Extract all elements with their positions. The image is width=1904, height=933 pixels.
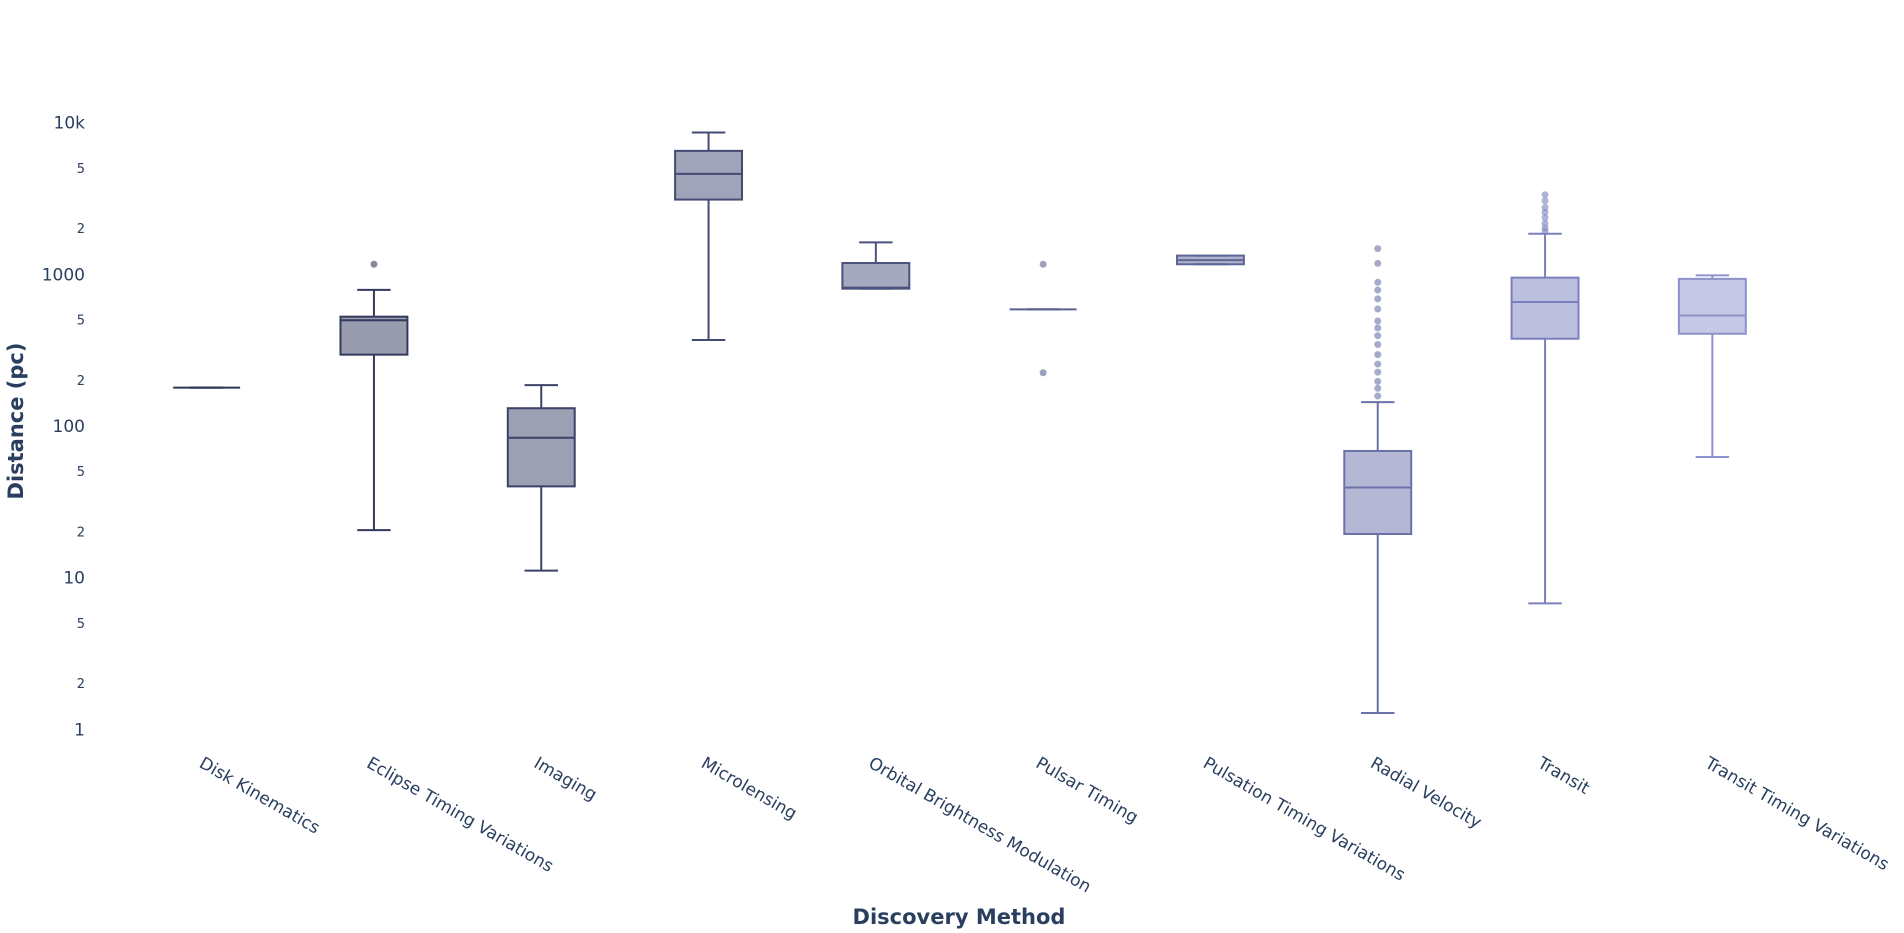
y-tick-label: 2: [77, 677, 85, 692]
y-tick-label: 10k: [54, 114, 86, 134]
y-tick-label: 10: [63, 569, 85, 589]
outlier: [1374, 360, 1382, 368]
outlier: [1541, 204, 1549, 212]
box: [506, 407, 576, 488]
box: [1343, 449, 1413, 535]
outlier: [1374, 295, 1382, 303]
y-tick-label: 2: [77, 526, 85, 541]
y-tick-label: 2: [77, 222, 85, 237]
outlier: [1541, 219, 1549, 227]
y-tick-label: 5: [77, 465, 85, 480]
x-tick-label: Eclipse Timing Variations: [363, 753, 557, 876]
x-tick-label: Radial Velocity: [1367, 753, 1485, 833]
outlier: [1374, 317, 1382, 325]
outlier: [1374, 384, 1382, 392]
y-tick-label: 5: [77, 162, 85, 177]
y-tick-label: 5: [77, 314, 85, 329]
outlier: [1039, 260, 1047, 268]
outlier: [1374, 332, 1382, 340]
box: [339, 315, 409, 356]
x-tick-label: Transit Timing Variations: [1700, 753, 1892, 875]
outlier: [1374, 305, 1382, 313]
outlier: [1541, 214, 1549, 222]
outlier: [1374, 377, 1382, 385]
outlier: [1374, 245, 1382, 253]
outlier: [1541, 208, 1549, 216]
outlier: [1541, 197, 1549, 205]
x-tick-label: Imaging: [530, 753, 600, 805]
x-tick-label: Microlensing: [698, 753, 801, 824]
y-axis-title: Distance (pc): [4, 343, 28, 500]
outlier: [370, 260, 378, 268]
box: [674, 149, 744, 201]
outlier: [1541, 191, 1549, 199]
y-tick-label: 1000: [42, 265, 85, 285]
outlier: [1374, 324, 1382, 332]
y-tick-label: 2: [77, 374, 85, 389]
x-tick-label: Pulsar Timing: [1032, 753, 1141, 828]
x-tick-label: Transit: [1533, 753, 1593, 799]
outlier: [1374, 286, 1382, 294]
y-tick-label: 100: [53, 417, 85, 437]
x-tick-label: Disk Kinematics: [196, 753, 324, 838]
outlier: [1374, 340, 1382, 348]
box: [1677, 277, 1747, 335]
box: [1510, 276, 1580, 340]
y-tick-label: 1: [74, 720, 85, 740]
box: [841, 262, 911, 290]
y-tick-label: 5: [77, 617, 85, 632]
outlier: [1374, 278, 1382, 286]
outlier: [1374, 259, 1382, 267]
outlier: [1374, 351, 1382, 359]
outlier: [1374, 368, 1382, 376]
outlier: [1374, 392, 1382, 400]
outlier: [1039, 369, 1047, 377]
x-axis-title: Discovery Method: [853, 905, 1066, 929]
